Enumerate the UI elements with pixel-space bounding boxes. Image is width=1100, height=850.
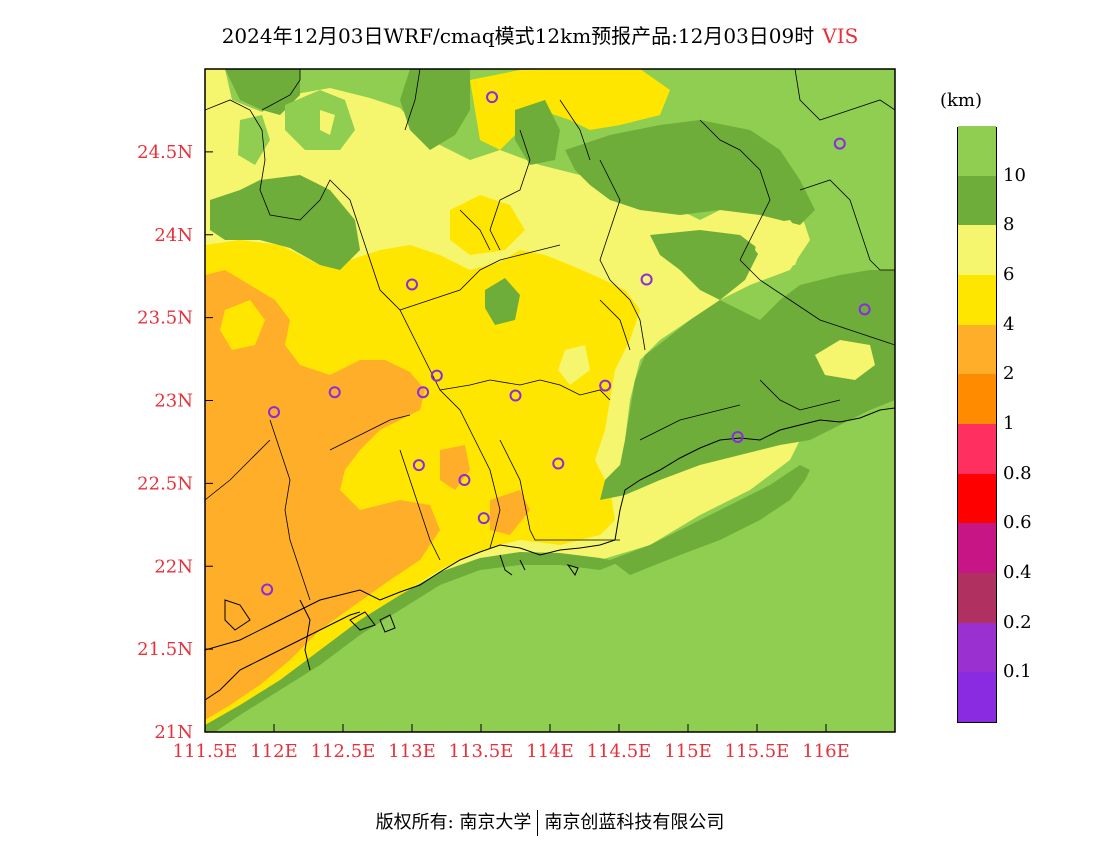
station-marker [268,406,280,419]
colorbar-label: 0.4 [1003,562,1032,583]
station-marker [328,386,341,399]
station-marker [833,137,846,150]
lon-tick-label: 115E [664,741,712,762]
colorbar-segment [958,572,996,623]
coastline [205,407,895,701]
colorbar-segment [958,622,996,673]
colorbar-segment [958,175,996,226]
station-marker [430,369,443,382]
visibility-field [205,69,895,732]
copyright-text: 版权所有: 南京大学 [375,812,532,833]
lon-tick-label: 115.5E [725,741,790,762]
station-marker [406,278,418,291]
lat-tick-label: 22N [154,556,193,577]
station-marker [858,303,871,316]
colorbar-segment [958,224,996,275]
colorbar-segment [958,373,996,424]
station-marker [599,379,612,392]
footer-separator [537,810,539,836]
lon-tick-label: 114.5E [587,741,652,762]
title-text: 2024年12月03日WRF/cmaq模式12km预报产品:12月03日09时 [221,24,815,48]
colorbar-segment [958,671,996,722]
colorbar-unit: (km) [940,90,983,111]
lat-tick-label: 23N [154,391,193,412]
colorbar-segment [958,274,996,325]
station-marker [731,430,744,443]
colorbar-label: 4 [1003,313,1015,335]
station-marker [509,389,522,402]
lat-tick-label: 24N [154,225,193,246]
colorbar [957,125,997,723]
lat-tick-label: 21N [154,722,193,743]
colorbar-label: 0.6 [1003,512,1032,534]
station-marker [412,459,425,472]
axis-ticks: 111.5E 112E 112.5E 113E 113.5E 114E 114.5E 115E… [137,142,850,762]
colorbar-label: 0.8 [1003,462,1032,484]
lat-tick-label: 21.5N [137,639,193,660]
colorbar-label: 1 [1003,413,1015,434]
lon-tick-label: 111.5E [173,741,238,762]
station-marker [417,386,430,399]
colorbar-label: 8 [1003,214,1015,236]
station-marker [477,512,490,525]
colorbar-label: 10 [1003,164,1026,186]
station-marker [486,91,499,104]
lon-tick-label: 116E [802,741,850,762]
colorbar-segment [958,522,996,573]
station-marker [552,457,565,470]
lon-tick-label: 112.5E [311,741,376,762]
lon-tick-label: 113.5E [449,741,514,762]
station-marker [261,583,274,596]
colorbar-label: 0.2 [1003,611,1032,633]
chart-title: 2024年12月03日WRF/cmaq模式12km预报产品:12月03日09时 V… [0,20,1080,49]
footer: 版权所有: 南京大学 南京创蓝科技有限公司 [0,808,1100,836]
colorbar-segment [958,473,996,524]
lon-tick-label: 113E [388,741,436,762]
lat-tick-label: 24.5N [137,142,193,163]
station-marker [640,273,653,286]
colorbar-segment [958,423,996,474]
colorbar-label: 0.1 [1003,661,1032,683]
colorbar-segment [958,324,996,375]
colorbar-label: 2 [1003,363,1015,385]
station-marker [458,474,471,487]
lon-tick-label: 114E [526,741,574,762]
colorbar-segment [958,125,996,176]
colorbar-label: 6 [1003,264,1015,285]
admin-borders [205,69,895,601]
lon-tick-label: 112E [250,741,298,762]
variable-label: VIS [822,24,859,48]
company-text: 南京创蓝科技有限公司 [544,812,725,833]
lat-tick-label: 23.5N [137,308,193,329]
station-markers [261,91,871,596]
lat-tick-label: 22.5N [137,473,193,494]
